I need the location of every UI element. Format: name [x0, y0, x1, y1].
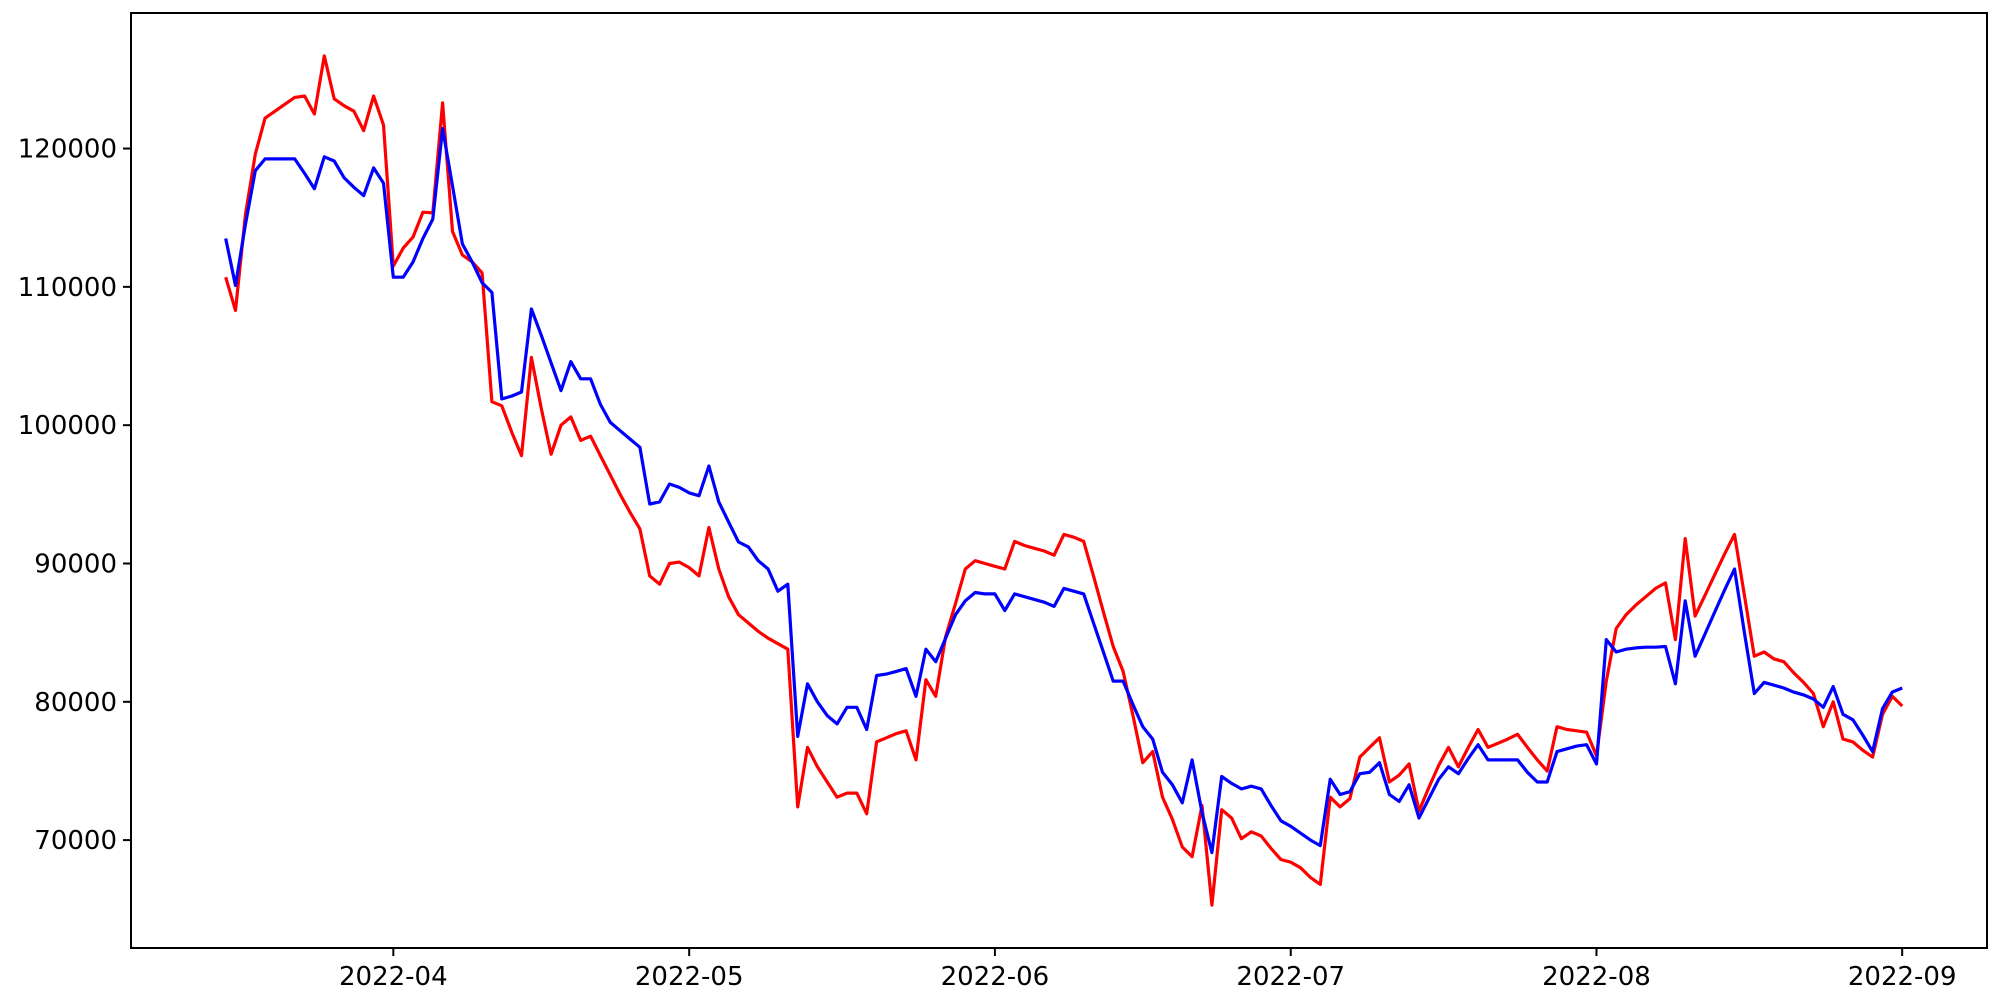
x-tick-label: 2022-05: [635, 962, 744, 992]
x-tick-label: 2022-09: [1848, 962, 1957, 992]
plot-border: [130, 12, 1988, 949]
y-tick-label: 70000: [34, 826, 117, 856]
series-red-line: [224, 54, 1904, 907]
series-blue-line: [224, 126, 1903, 855]
x-tick-label: 2022-07: [1236, 962, 1345, 992]
y-tick-label: 90000: [34, 549, 117, 579]
x-tick-label: 2022-08: [1542, 962, 1651, 992]
y-tick-label: 80000: [34, 688, 117, 718]
x-tick-label: 2022-06: [941, 962, 1050, 992]
y-tick-label: 110000: [18, 273, 117, 303]
x-tick-label: 2022-04: [339, 962, 448, 992]
y-tick-label: 120000: [18, 135, 117, 165]
y-tick-label: 100000: [18, 411, 117, 441]
